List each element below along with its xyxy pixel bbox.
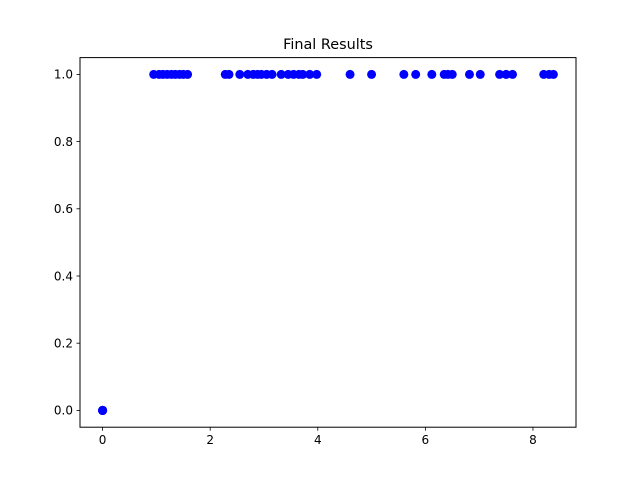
y-axis: 0.0 0.2 0.4 0.6 0.8 1.0: [54, 68, 80, 418]
data-point: [298, 69, 308, 79]
data-point: [399, 69, 409, 79]
x-tick-label: 2: [206, 433, 214, 447]
y-tick-label: 0.2: [54, 337, 73, 351]
data-point: [427, 69, 437, 79]
y-tick-label: 1.0: [54, 68, 73, 82]
x-tick-label: 0: [99, 433, 107, 447]
plot-frame: [79, 57, 577, 428]
y-tick-label: 0.4: [54, 269, 73, 283]
data-point: [235, 69, 245, 79]
data-point: [312, 69, 322, 79]
data-point: [98, 405, 108, 415]
x-tick-label: 4: [314, 433, 322, 447]
data-point: [495, 69, 505, 79]
data-point: [267, 69, 277, 79]
y-tick-label: 0.0: [54, 404, 73, 418]
x-tick-label: 6: [422, 433, 430, 447]
data-point: [305, 69, 315, 79]
y-tick-label: 0.6: [54, 202, 73, 216]
data-point: [276, 69, 286, 79]
data-point: [464, 69, 474, 79]
data-point: [367, 69, 377, 79]
x-axis: 0 2 4 6 8: [99, 427, 537, 447]
data-point: [508, 69, 518, 79]
data-point: [411, 69, 421, 79]
data-point: [224, 69, 234, 79]
y-tick-label: 0.8: [54, 135, 73, 149]
data-point: [475, 69, 485, 79]
x-tick-label: 8: [529, 433, 537, 447]
chart-title: Final Results: [283, 37, 373, 53]
data-point: [345, 69, 355, 79]
data-point: [183, 69, 193, 79]
data-points: [98, 69, 558, 415]
data-point: [548, 69, 558, 79]
data-point: [501, 69, 511, 79]
data-point: [447, 69, 457, 79]
